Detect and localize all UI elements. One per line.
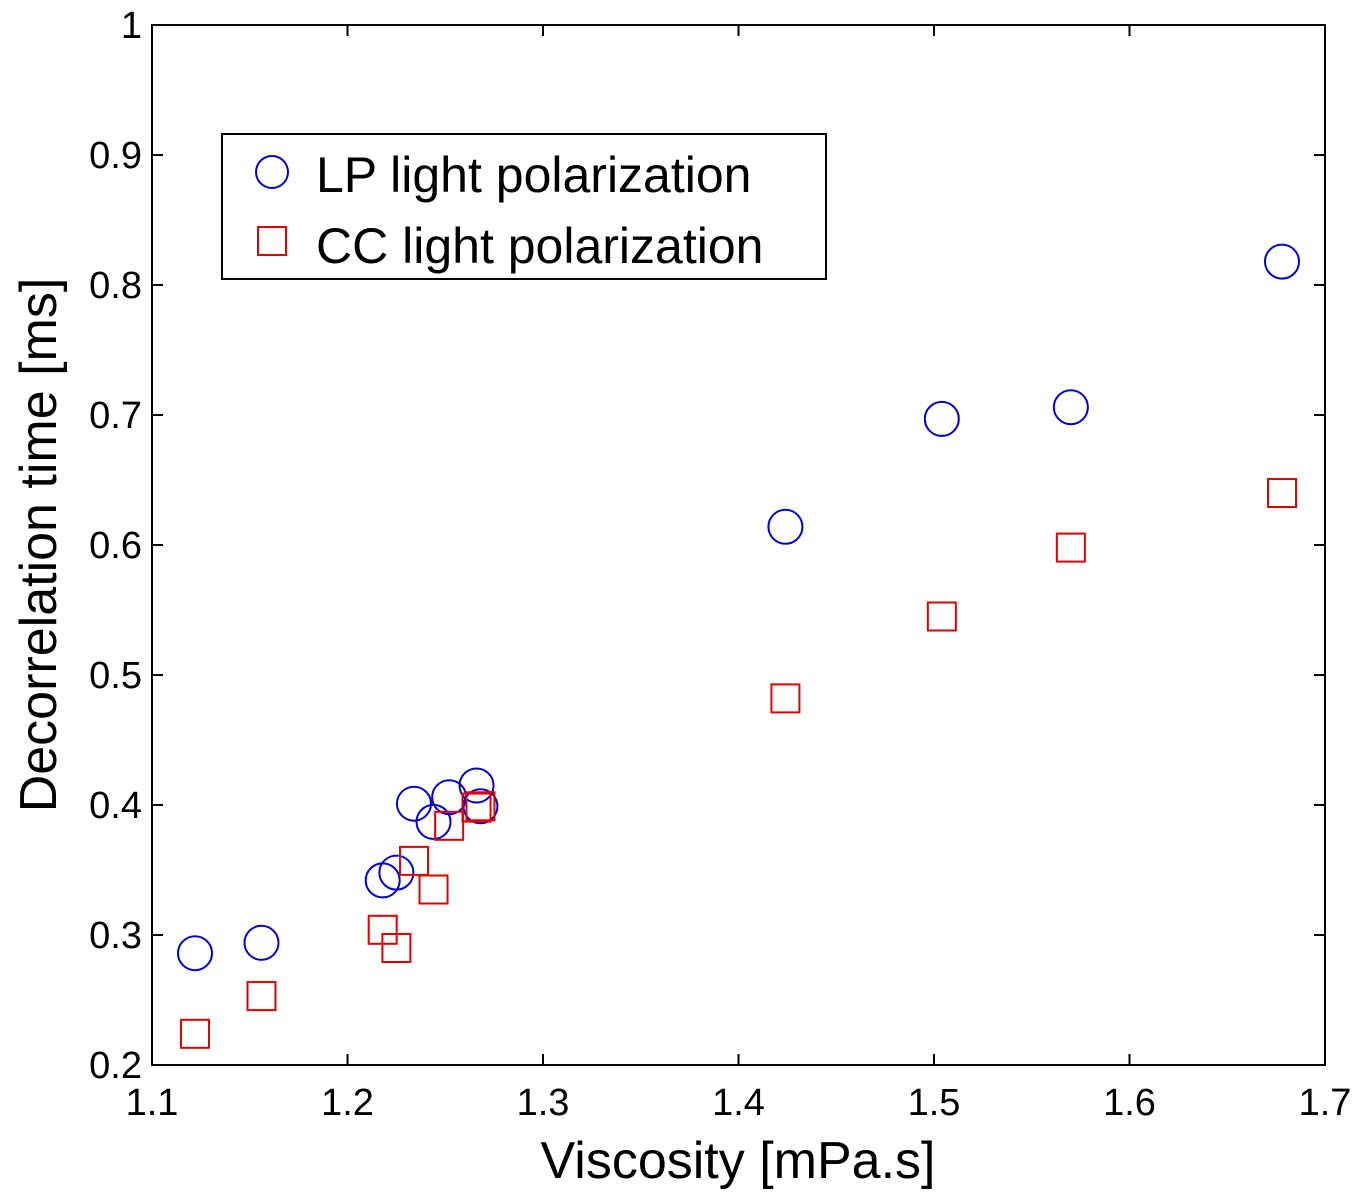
x-tick-label: 1.1: [126, 1082, 179, 1124]
cc-data-point: [398, 845, 429, 876]
cc-data-point: [770, 683, 801, 714]
y-tick-label: 0.3: [89, 915, 142, 957]
cc-data-point: [418, 874, 449, 905]
legend-label-lp: LP light polarization: [316, 147, 751, 203]
cc-data-point: [1266, 478, 1297, 508]
legend-label-cc: CC light polarization: [316, 218, 763, 274]
cc-data-point: [381, 933, 412, 963]
axis-ticks: 1.1 1.2 1.3 1.4 1.5 1.6 1.7 0.2 0.3 0.4 0.5 0.6 0.7 0…: [89, 5, 1351, 1124]
lp-data-point: [395, 785, 432, 822]
cc-data-point: [465, 791, 496, 822]
cc-data-point: [1055, 532, 1086, 563]
y-tick-label: 0.9: [89, 135, 142, 177]
lp-data-point: [177, 935, 214, 972]
legend-marker-cc: [257, 226, 287, 256]
y-tick-label: 0.7: [89, 395, 142, 437]
x-tick-label: 1.3: [517, 1082, 570, 1124]
x-tick-label: 1.2: [321, 1082, 374, 1124]
legend-marker-lp: [255, 155, 289, 189]
cc-data-point: [461, 792, 492, 823]
lp-data-point: [923, 400, 960, 437]
x-axis-title: Viscosity [mPa.s]: [541, 1132, 936, 1190]
y-tick-label: 0.2: [89, 1045, 142, 1087]
lp-data-point: [1052, 389, 1089, 426]
y-tick-label: 0.4: [89, 785, 142, 827]
data-points: [177, 243, 1300, 1049]
x-tick-label: 1.6: [1103, 1082, 1156, 1124]
x-tick-label: 1.4: [712, 1082, 765, 1124]
cc-data-point: [434, 810, 465, 841]
x-tick-label: 1.5: [908, 1082, 961, 1124]
cc-data-point: [926, 601, 957, 632]
y-tick-label: 0.5: [89, 655, 142, 697]
y-tick-label: 1: [121, 5, 142, 47]
lp-data-point: [378, 854, 415, 891]
y-tick-label: 0.8: [89, 265, 142, 307]
cc-data-point: [246, 981, 277, 1012]
legend: LP light polarization CC light polarizat…: [221, 133, 827, 280]
x-tick-label: 1.7: [1299, 1082, 1352, 1124]
y-tick-label: 0.6: [89, 525, 142, 567]
y-axis-title: Decorrelation time [ms]: [10, 278, 68, 813]
cc-data-point: [180, 1018, 211, 1049]
lp-data-point: [243, 924, 280, 961]
lp-data-point: [1263, 243, 1300, 280]
legend-box: [221, 133, 827, 280]
lp-data-point: [458, 767, 495, 804]
lp-data-point: [767, 508, 804, 545]
